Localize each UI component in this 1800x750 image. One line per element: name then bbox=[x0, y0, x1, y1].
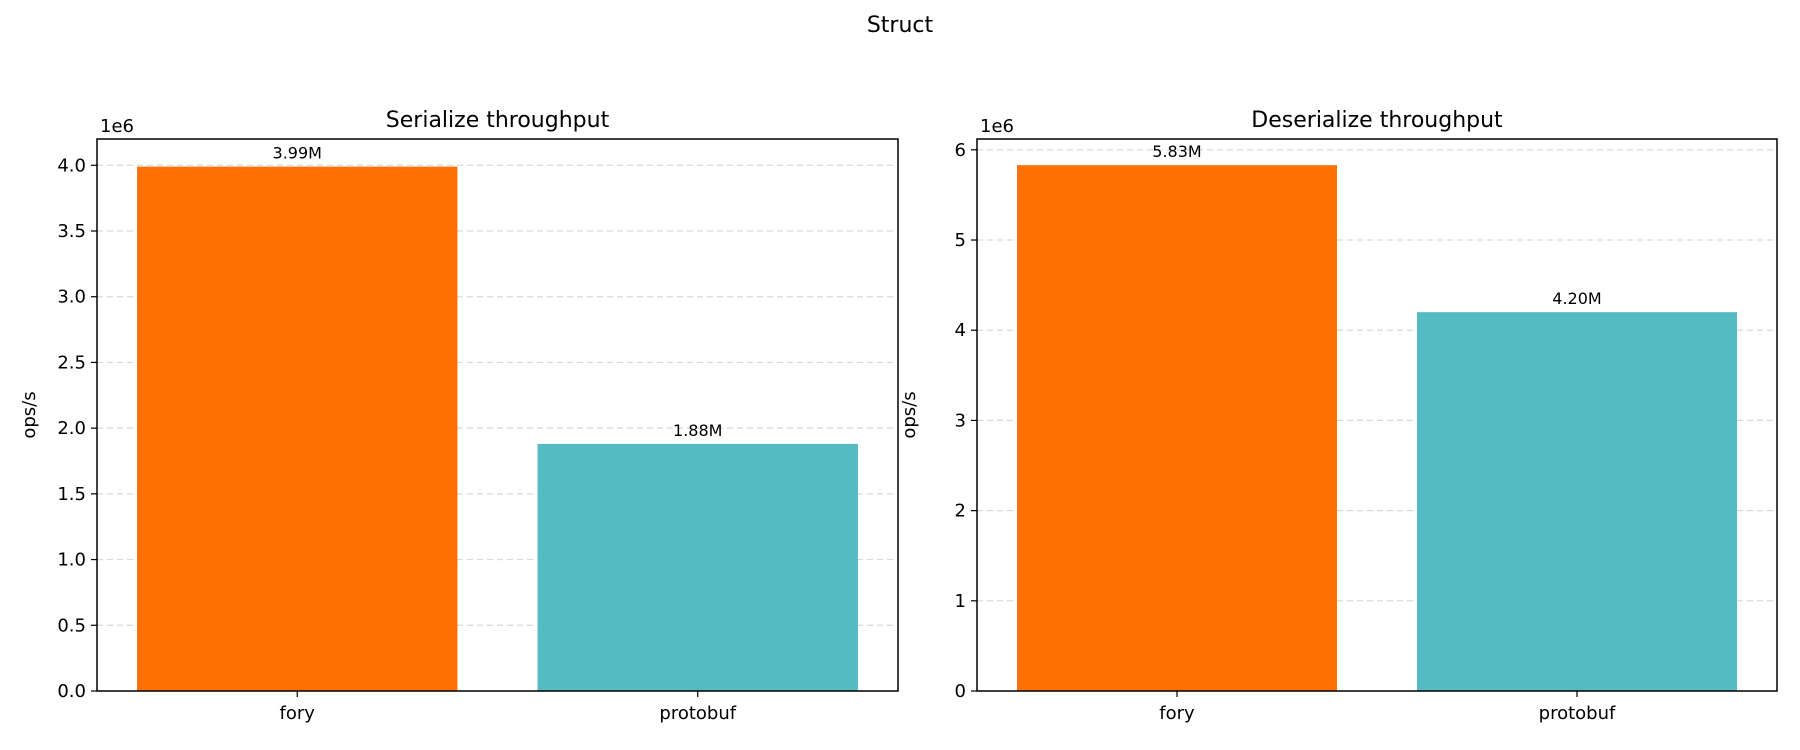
y-tick-label: 0 bbox=[955, 681, 966, 702]
bar-fory bbox=[1017, 165, 1337, 691]
y-tick-label: 1 bbox=[955, 591, 966, 612]
axes-frame bbox=[96, 138, 899, 692]
y-tick-label: 2 bbox=[955, 501, 966, 522]
x-tick-label: protobuf bbox=[659, 703, 736, 724]
axes-frame bbox=[976, 138, 1778, 692]
y-tick-label: 0.5 bbox=[57, 615, 86, 636]
y-tick-label: 6 bbox=[955, 140, 966, 161]
bar-value-label: 1.88M bbox=[673, 421, 722, 440]
deserialize-chart: 5.83M 4.20M 0 1 2 3 4 5 6 fory protobuf 1e6 Deserial… bbox=[899, 108, 1778, 724]
bar-protobuf bbox=[537, 443, 858, 691]
y-tick-label: 1.0 bbox=[57, 550, 86, 571]
y-tick-label: 3 bbox=[955, 410, 966, 431]
chart-title: Deserialize throughput bbox=[1251, 108, 1503, 133]
y-axis-label: ops/s bbox=[19, 391, 40, 438]
y-tick-label: 4.0 bbox=[57, 155, 86, 176]
y-tick-label: 2.0 bbox=[57, 418, 86, 439]
y-tick-label: 0.0 bbox=[57, 681, 86, 702]
serialize-chart: 3.99M 1.88M 0.0 0.5 1.0 1.5 2.0 2.5 3.0 3.5 4.0 for… bbox=[19, 108, 899, 724]
figure-title: Struct bbox=[867, 13, 934, 38]
chart-title: Serialize throughput bbox=[386, 108, 610, 133]
y-tick-label: 3.5 bbox=[57, 221, 86, 242]
y-tick-label: 2.5 bbox=[57, 352, 86, 373]
y-tick-label: 3.0 bbox=[57, 287, 86, 308]
y-tick-label: 5 bbox=[955, 230, 966, 251]
bar-fory bbox=[137, 166, 458, 692]
x-tick-label: protobuf bbox=[1539, 703, 1616, 724]
bar-value-label: 4.20M bbox=[1552, 289, 1601, 308]
bar-protobuf bbox=[1417, 312, 1737, 691]
axis-offset-label: 1e6 bbox=[100, 116, 134, 137]
y-tick-label: 4 bbox=[955, 320, 966, 341]
bar-value-label: 5.83M bbox=[1152, 142, 1201, 161]
y-tick-label: 1.5 bbox=[57, 484, 86, 505]
x-tick-label: fory bbox=[1159, 703, 1195, 724]
x-tick-label: fory bbox=[280, 703, 316, 724]
axis-offset-label: 1e6 bbox=[980, 116, 1014, 137]
bar-value-label: 3.99M bbox=[273, 144, 322, 163]
y-axis-label: ops/s bbox=[899, 391, 920, 438]
